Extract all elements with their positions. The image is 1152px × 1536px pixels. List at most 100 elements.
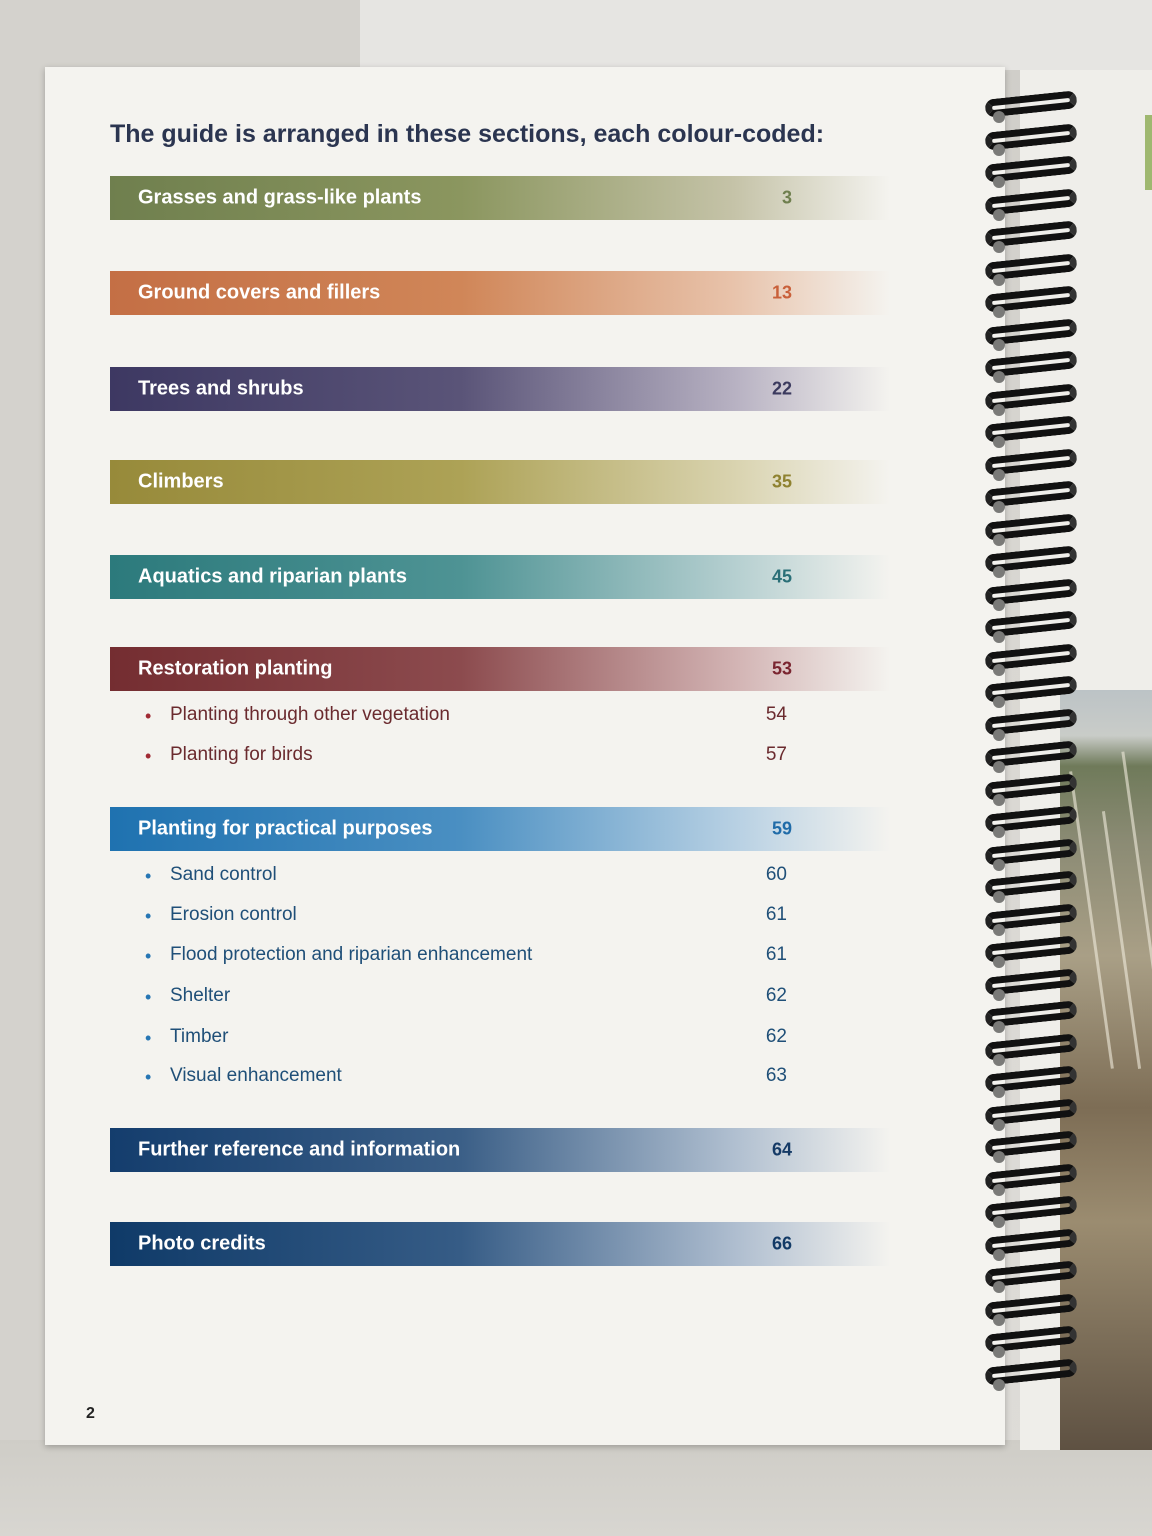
section-label: Planting for practical purposes [138,817,433,840]
section-photo-credits[interactable]: Photo credits 66 [110,1222,890,1266]
section-practical[interactable]: Planting for practical purposes 59 [110,807,890,851]
binding-hole [993,468,1005,481]
binding-hole [993,306,1005,318]
section-label: Further reference and information [138,1138,461,1161]
subsection-page: 62 [765,985,787,1006]
section-page: 59 [771,818,792,839]
binding-hole [993,728,1005,741]
binding-hole [993,793,1005,806]
binding-hole [993,436,1005,448]
bullet: • [145,866,152,886]
grass-photo [1060,690,1152,1450]
binding-hole [993,631,1005,643]
bullet: • [145,1067,152,1087]
binding-hole [993,923,1005,936]
subsection-page: 61 [765,904,787,925]
subsection-label: Timber [170,1026,229,1047]
binding-hole [993,403,1005,416]
subsection-label: Visual enhancement [170,1065,342,1086]
binding-hole [993,1053,1005,1066]
section-grasses[interactable]: Grasses and grass-like plants 3 [110,176,890,220]
bullet: • [145,1028,152,1048]
bullet: • [145,706,152,726]
binding-hole [993,111,1005,123]
binding-hole [993,143,1005,156]
section-aquatics[interactable]: Aquatics and riparian plants 45 [110,555,890,599]
spiral-binding [984,90,1085,1405]
section-page: 3 [781,187,792,208]
subsection-item[interactable]: • Timber 62 [145,1026,795,1056]
section-page: 53 [771,658,792,679]
binding-hole [993,1378,1005,1391]
subsection-label: Planting through other vegetation [170,704,450,725]
binding-hole [993,1248,1005,1261]
shelf-surface [0,1440,1152,1536]
subsection-label: Planting for birds [170,744,313,765]
backdrop-top [360,0,1152,70]
section-label: Restoration planting [138,657,333,680]
subsection-item[interactable]: • Planting through other vegetation 54 [145,704,795,734]
subsection-item[interactable]: • Shelter 62 [145,985,795,1015]
section-climbers[interactable]: Climbers 35 [110,460,890,504]
section-label: Ground covers and fillers [138,281,381,304]
binding-hole [993,1313,1005,1326]
subsection-page: 63 [765,1065,787,1086]
binding-hole [993,988,1005,1001]
subsection-page: 62 [765,1026,787,1047]
binding-hole [993,533,1005,546]
binding-hole [993,598,1005,611]
subsection-label: Sand control [170,864,277,885]
subsection-item[interactable]: • Visual enhancement 63 [145,1065,795,1095]
binding-hole [993,208,1005,221]
binding-hole [993,1183,1005,1196]
subsection-label: Flood protection and riparian enhancemen… [170,944,533,965]
binding-hole [993,273,1005,286]
page-heading: The guide is arranged in these sections,… [110,120,825,148]
binding-hole [993,891,1005,903]
binding-hole [993,176,1005,188]
page-number: 2 [86,1405,95,1422]
binding-hole [993,1216,1005,1228]
section-label: Trees and shrubs [138,377,304,400]
subsection-item[interactable]: • Flood protection and riparian enhancem… [145,944,795,974]
binding-hole [993,1021,1005,1033]
section-label: Climbers [138,470,224,493]
section-page: 13 [771,282,792,303]
binding-hole [993,663,1005,676]
subsection-item[interactable]: • Planting for birds 57 [145,744,795,774]
subsection-page: 57 [765,744,787,765]
subsection-label: Shelter [170,985,231,1006]
section-page: 66 [771,1233,792,1254]
binding-hole [993,338,1005,351]
subsection-label: Erosion control [170,904,297,925]
subsection-page: 54 [765,704,787,725]
subsection-page: 60 [765,864,787,885]
binding-hole [993,696,1005,708]
section-label: Grasses and grass-like plants [138,186,422,209]
section-ground-covers[interactable]: Ground covers and fillers 13 [110,271,890,315]
binding-hole [993,1086,1005,1098]
section-page: 22 [771,378,792,399]
binding-hole [993,1281,1005,1293]
subsection-page: 61 [765,944,787,965]
bullet: • [145,746,152,766]
bullet: • [145,987,152,1007]
section-restoration[interactable]: Restoration planting 53 [110,647,890,691]
binding-hole [993,566,1005,578]
binding-hole [993,501,1005,513]
binding-hole [993,761,1005,773]
section-page: 45 [771,566,792,587]
section-trees[interactable]: Trees and shrubs 22 [110,367,890,411]
bullet: • [145,906,152,926]
binding-hole [993,956,1005,968]
binding-hole [993,1151,1005,1163]
binding-hole [993,858,1005,871]
subsection-item[interactable]: • Sand control 60 [145,864,795,894]
subsection-item[interactable]: • Erosion control 61 [145,904,795,934]
section-further-reference[interactable]: Further reference and information 64 [110,1128,890,1172]
facing-page [1020,70,1152,1450]
section-label: Aquatics and riparian plants [138,565,407,588]
binding-hole [993,1118,1005,1131]
section-label: Photo credits [138,1232,266,1255]
facing-page-tab [1145,115,1152,190]
